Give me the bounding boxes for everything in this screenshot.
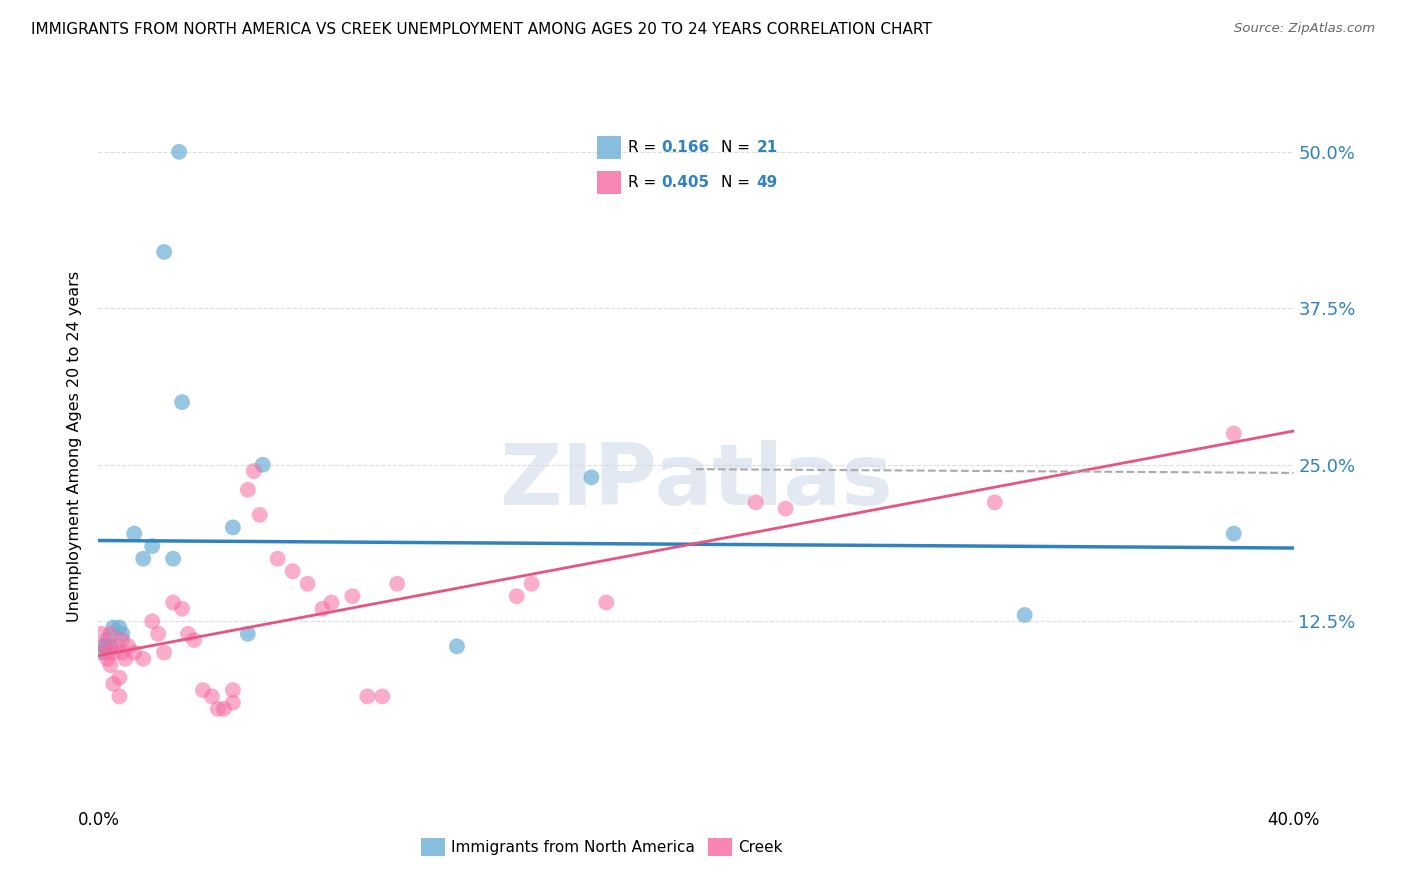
Point	[236, 627, 259, 641]
Point	[141, 539, 163, 553]
Point	[252, 458, 274, 472]
Point	[222, 520, 245, 534]
Point	[124, 646, 146, 660]
Point	[162, 595, 184, 609]
Point	[103, 646, 125, 660]
Point	[212, 702, 235, 716]
Point	[371, 690, 394, 704]
Point	[183, 633, 205, 648]
Point	[745, 495, 768, 509]
Point	[98, 627, 122, 641]
Point	[108, 690, 131, 704]
Point	[236, 483, 259, 497]
Point	[96, 646, 118, 660]
Point	[984, 495, 1007, 509]
Point	[342, 589, 364, 603]
Point	[93, 640, 115, 654]
Point	[267, 551, 290, 566]
Point	[98, 658, 122, 673]
Point	[148, 627, 170, 641]
Point	[172, 601, 194, 615]
Text: 0.405: 0.405	[661, 175, 710, 190]
Bar	[598, 136, 621, 159]
Text: 21: 21	[756, 140, 778, 155]
Point	[177, 627, 200, 641]
Text: N =: N =	[721, 140, 755, 155]
Point	[114, 652, 136, 666]
Point	[1014, 607, 1036, 622]
Point	[111, 646, 134, 660]
Point	[153, 244, 176, 259]
Point	[103, 677, 125, 691]
Point	[281, 564, 304, 578]
Point	[243, 464, 266, 478]
Bar	[422, 838, 446, 856]
Point	[105, 640, 128, 654]
Point	[506, 589, 529, 603]
Text: R =: R =	[628, 175, 661, 190]
Point	[385, 576, 409, 591]
Point	[222, 683, 245, 698]
Point	[98, 640, 122, 654]
Point	[90, 646, 112, 660]
Point	[117, 640, 139, 654]
Point	[96, 652, 118, 666]
Point	[132, 551, 155, 566]
Point	[595, 595, 617, 609]
Point	[1223, 526, 1246, 541]
Text: Source: ZipAtlas.com: Source: ZipAtlas.com	[1234, 22, 1375, 36]
Point	[321, 595, 343, 609]
Point	[222, 696, 245, 710]
Point	[201, 690, 224, 704]
Point	[111, 633, 134, 648]
Point	[103, 621, 125, 635]
Point	[96, 633, 118, 648]
Point	[153, 646, 176, 660]
Point	[191, 683, 214, 698]
Point	[141, 614, 163, 628]
Point	[162, 551, 184, 566]
Point	[775, 501, 797, 516]
Y-axis label: Unemployment Among Ages 20 to 24 years: Unemployment Among Ages 20 to 24 years	[67, 270, 83, 622]
Point	[111, 627, 134, 641]
Point	[90, 627, 112, 641]
Point	[93, 640, 115, 654]
Text: 49: 49	[756, 175, 778, 190]
Point	[249, 508, 271, 522]
Point	[581, 470, 603, 484]
Text: ZIPatlas: ZIPatlas	[499, 440, 893, 524]
Point	[207, 702, 229, 716]
Point	[356, 690, 378, 704]
Text: IMMIGRANTS FROM NORTH AMERICA VS CREEK UNEMPLOYMENT AMONG AGES 20 TO 24 YEARS CO: IMMIGRANTS FROM NORTH AMERICA VS CREEK U…	[31, 22, 932, 37]
Point	[124, 526, 146, 541]
Point	[132, 652, 155, 666]
Point	[446, 640, 468, 654]
Point	[311, 601, 333, 615]
Point	[167, 145, 190, 159]
Text: N =: N =	[721, 175, 755, 190]
Point	[297, 576, 319, 591]
Text: Creek: Creek	[738, 839, 782, 855]
Text: R =: R =	[628, 140, 661, 155]
Point	[108, 671, 131, 685]
Point	[1223, 426, 1246, 441]
Point	[172, 395, 194, 409]
Text: Immigrants from North America: Immigrants from North America	[451, 839, 695, 855]
Bar	[598, 171, 621, 194]
Bar	[709, 838, 733, 856]
Text: 0.166: 0.166	[661, 140, 710, 155]
Point	[108, 621, 131, 635]
Point	[520, 576, 543, 591]
